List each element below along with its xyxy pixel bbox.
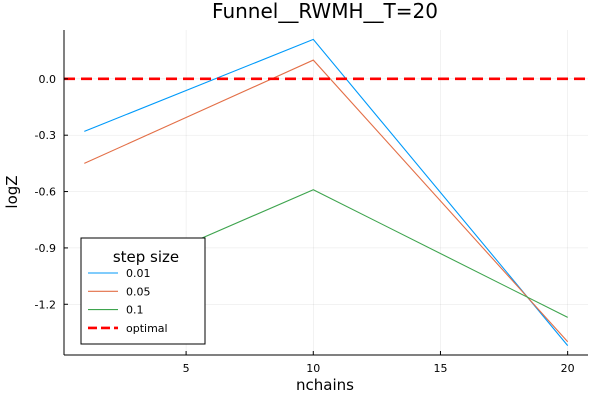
legend-label: 0.05 (126, 285, 151, 298)
y-axis-label: logZ (3, 175, 21, 208)
legend-label: 0.01 (126, 267, 151, 280)
legend-label: optimal (126, 322, 168, 335)
axes (63, 30, 588, 356)
y-tick-label: 0.0 (39, 73, 57, 86)
x-tick-label: 20 (561, 362, 575, 375)
legend-label: 0.1 (126, 304, 144, 317)
series-line-0-05 (84, 59, 569, 343)
y-tick-label: -0.9 (35, 242, 56, 255)
y-tick-label: -0.6 (35, 186, 56, 199)
legend: step size 0.01 0.05 0.1 optimal (80, 237, 206, 345)
x-tick-label: 5 (183, 362, 190, 375)
x-tick-label: 15 (433, 362, 447, 375)
series-line-0-01 (84, 38, 569, 346)
chart-title: Funnel__RWMH__T=20 (212, 0, 438, 23)
x-axis-label: nchains (296, 376, 354, 394)
x-tick-label: 10 (306, 362, 320, 375)
tick-labels: 5 10 15 20 0.0 -0.3 -0.6 -0.9 -1.2 (35, 73, 575, 375)
legend-title: step size (113, 248, 179, 266)
y-tick-label: -0.3 (35, 129, 56, 142)
legend-items: 0.01 0.05 0.1 optimal (88, 267, 168, 335)
y-tick-label: -1.2 (35, 298, 56, 311)
